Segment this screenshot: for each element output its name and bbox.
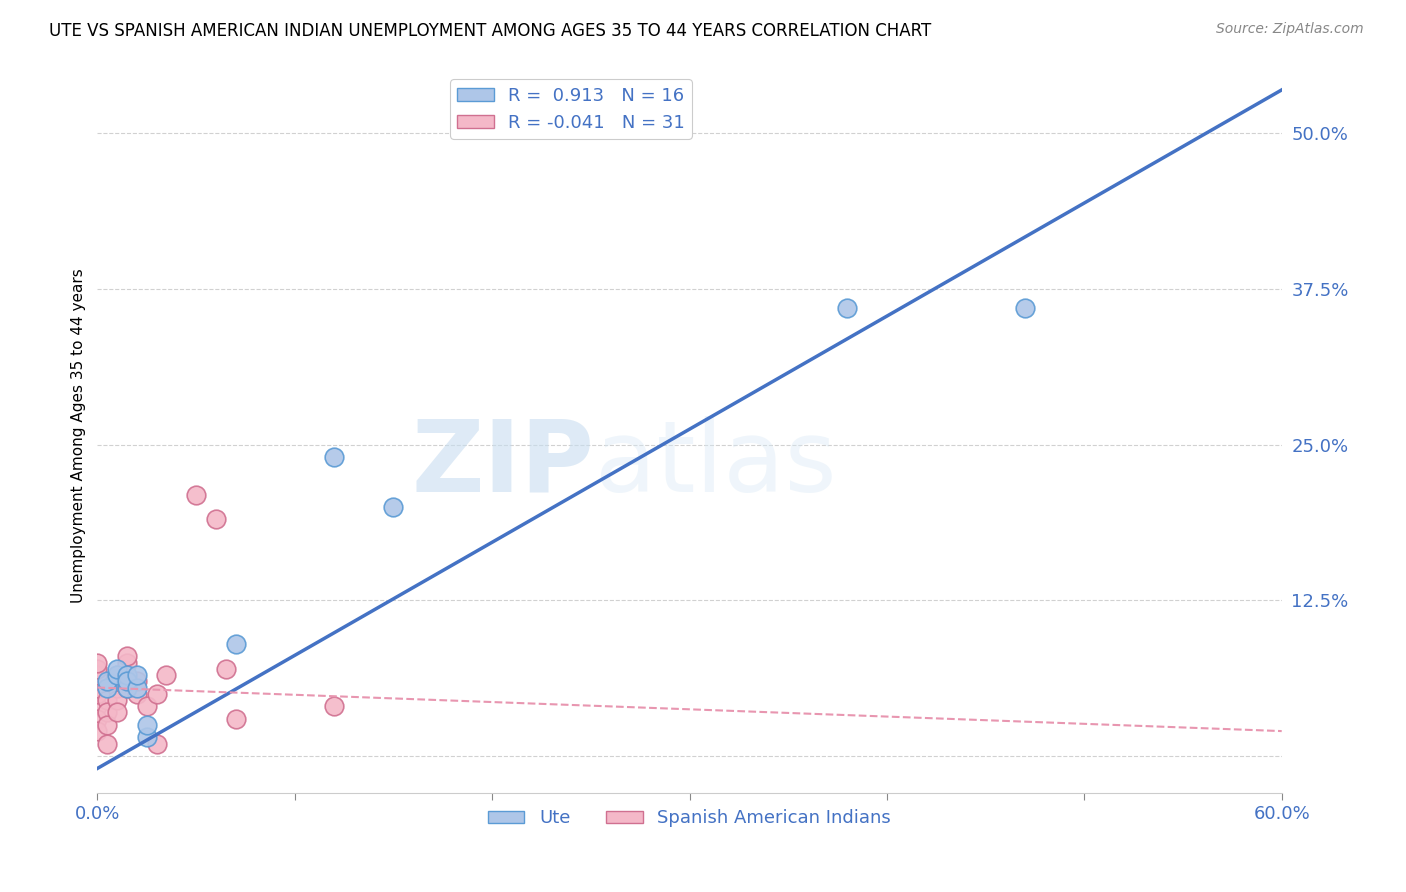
Point	[145, 687, 167, 701]
Point	[382, 500, 405, 514]
Point	[96, 693, 118, 707]
Point	[115, 649, 138, 664]
Text: atlas: atlas	[595, 416, 837, 513]
Point	[115, 656, 138, 670]
Point	[125, 668, 148, 682]
Point	[86, 699, 108, 714]
Point	[105, 706, 128, 720]
Point	[323, 450, 346, 465]
Point	[86, 712, 108, 726]
Point	[105, 693, 128, 707]
Point	[214, 662, 236, 676]
Point	[96, 681, 118, 695]
Point	[837, 301, 859, 315]
Point	[96, 718, 118, 732]
Text: UTE VS SPANISH AMERICAN INDIAN UNEMPLOYMENT AMONG AGES 35 TO 44 YEARS CORRELATIO: UTE VS SPANISH AMERICAN INDIAN UNEMPLOYM…	[49, 22, 931, 40]
Point	[86, 662, 108, 676]
Point	[323, 699, 346, 714]
Point	[105, 681, 128, 695]
Point	[125, 674, 148, 689]
Y-axis label: Unemployment Among Ages 35 to 44 years: Unemployment Among Ages 35 to 44 years	[72, 268, 86, 603]
Point	[86, 724, 108, 739]
Point	[86, 681, 108, 695]
Point	[125, 681, 148, 695]
Point	[96, 737, 118, 751]
Point	[145, 737, 167, 751]
Point	[125, 687, 148, 701]
Point	[86, 668, 108, 682]
Point	[86, 656, 108, 670]
Point	[96, 681, 118, 695]
Text: Source: ZipAtlas.com: Source: ZipAtlas.com	[1216, 22, 1364, 37]
Point	[105, 668, 128, 682]
Point	[1014, 301, 1036, 315]
Point	[135, 731, 157, 745]
Point	[135, 699, 157, 714]
Legend: Ute, Spanish American Indians: Ute, Spanish American Indians	[481, 802, 898, 834]
Point	[115, 681, 138, 695]
Point	[225, 637, 247, 651]
Point	[184, 487, 207, 501]
Point	[86, 687, 108, 701]
Point	[135, 718, 157, 732]
Point	[115, 668, 138, 682]
Text: ZIP: ZIP	[412, 416, 595, 513]
Point	[105, 668, 128, 682]
Point	[204, 512, 226, 526]
Point	[225, 712, 247, 726]
Point	[115, 681, 138, 695]
Point	[105, 662, 128, 676]
Point	[96, 706, 118, 720]
Point	[115, 674, 138, 689]
Point	[155, 668, 177, 682]
Point	[96, 674, 118, 689]
